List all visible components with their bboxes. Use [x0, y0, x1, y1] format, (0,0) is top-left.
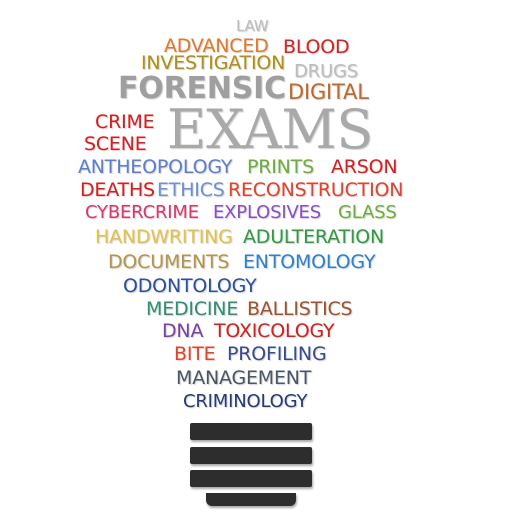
word-documents: DOCUMENTS — [108, 251, 230, 273]
word-management: MANAGEMENT — [176, 367, 312, 389]
word-explosives: EXPLOSIVES — [213, 202, 321, 223]
word-advanced: ADVANCED — [164, 35, 269, 57]
word-cybercrime: CYBERCRIME — [85, 202, 199, 223]
word-dna: DNA — [162, 320, 204, 342]
word-handwriting: HANDWRITING — [95, 226, 233, 248]
word-criminology: CRIMINOLOGY — [183, 391, 308, 412]
word-scene: SCENE — [84, 133, 147, 155]
word-drugs: DRUGS — [294, 61, 358, 82]
word-toxicology: TOXICOLOGY — [214, 320, 335, 342]
word-entomology: ENTOMOLOGY — [243, 251, 376, 273]
word-arson: ARSON — [331, 156, 398, 178]
bulb-base-bar-1 — [190, 423, 312, 440]
word-antheopology: ANTHEOPOLOGY — [78, 156, 233, 178]
word-prints: PRINTS — [247, 156, 314, 178]
bulb-base-bar-2 — [190, 447, 312, 464]
word-law: LAW — [236, 17, 269, 35]
word-deaths: DEATHS — [80, 179, 155, 201]
bulb-base-tip — [206, 493, 296, 506]
word-reconstruction: RECONSTRUCTION — [228, 179, 404, 201]
word-medicine: MEDICINE — [146, 298, 239, 320]
word-investigation: INVESTIGATION — [141, 52, 286, 74]
word-forensic: FORENSIC — [118, 71, 286, 106]
word-ballistics: BALLISTICS — [247, 298, 353, 320]
word-glass: GLASS — [338, 202, 397, 223]
word-digital: DIGITAL — [288, 80, 369, 104]
word-ethics: ETHICS — [157, 179, 225, 201]
word-bite: BITE — [174, 343, 216, 365]
word-crime: CRIME — [95, 111, 155, 133]
word-blood: BLOOD — [283, 36, 350, 58]
bulb-base-bar-3 — [190, 470, 312, 487]
word-exams: EXAMS — [167, 98, 374, 161]
word-adulteration: ADULTERATION — [243, 226, 385, 248]
word-profiling: PROFILING — [227, 343, 327, 365]
word-odontology: ODONTOLOGY — [123, 275, 257, 297]
